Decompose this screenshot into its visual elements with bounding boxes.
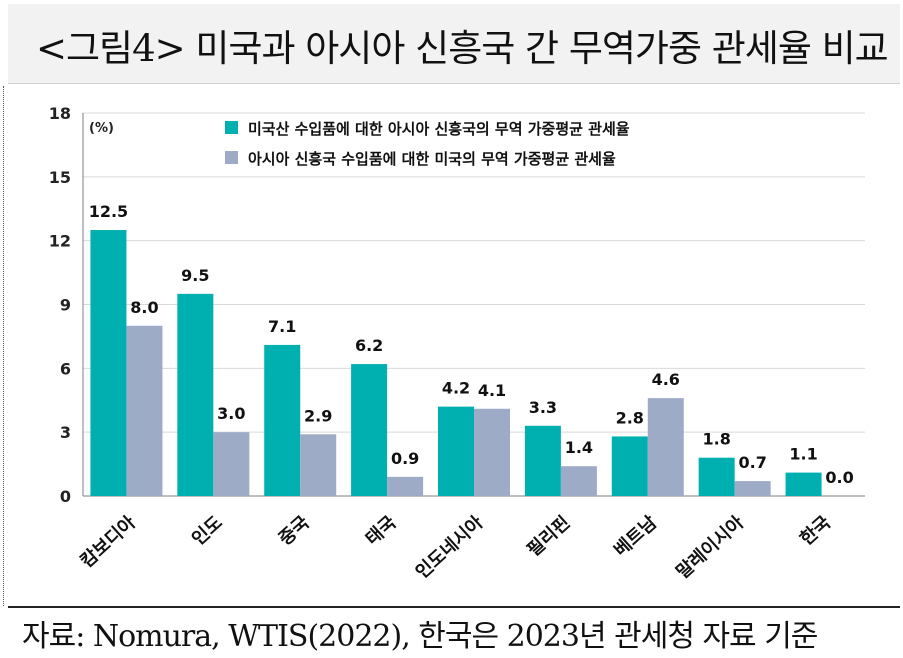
legend-swatch [225, 121, 238, 134]
x-category-label: 말레이시아 [672, 512, 748, 583]
data-label: 1.1 [789, 445, 817, 464]
bar-asia-goods-tariff [474, 408, 510, 496]
data-label: 3.3 [529, 398, 557, 417]
y-tick-label: 3 [60, 423, 71, 442]
bar-asia-goods-tariff [126, 325, 163, 496]
data-label: 4.6 [652, 370, 680, 389]
x-category-label: 인도 [188, 512, 227, 550]
source-note: 자료: Nomura, WTIS(2022), 한국은 2023년 관세청 자료… [22, 619, 818, 654]
bar-us-goods-tariff [177, 293, 214, 496]
data-label: 3.0 [217, 404, 245, 423]
bar-us-goods-tariff [785, 472, 822, 496]
y-tick-label: 0 [60, 487, 71, 506]
data-label: 0.7 [738, 453, 766, 472]
x-category-label: 중국 [275, 512, 314, 550]
bar-us-goods-tariff [698, 457, 735, 496]
chart-title: <그림4> 미국과 아시아 신흥국 간 무역가중 관세율 비교 [36, 27, 889, 70]
y-tick-label: 6 [60, 359, 71, 378]
data-label: 2.9 [304, 406, 332, 425]
bar-chart: 0 3 6 9 12 15 18 (%) 12.5 8.0 캄보디아 9.5 3.0 인도 7.1 2.9 중국… [49, 104, 865, 583]
bar-us-goods-tariff [90, 230, 127, 496]
chart-area: 0 3 6 9 12 15 18 (%) 12.5 8.0 캄보디아 9.5 3.0 인도 7.1 2.9 중국… [0, 86, 903, 606]
data-label: 7.1 [268, 317, 296, 336]
y-tick-label: 9 [60, 296, 71, 315]
data-label: 2.8 [616, 408, 644, 427]
legend-label: 미국산 수입품에 대한 아시아 신흥국의 무역 가중평균 관세율 [248, 120, 630, 138]
bar-us-goods-tariff [264, 344, 301, 496]
x-category-label: 캄보디아 [77, 512, 141, 572]
bar-us-goods-tariff [611, 436, 648, 496]
data-label: 0.0 [825, 468, 853, 487]
source-divider [8, 606, 900, 608]
unit-label: (%) [89, 121, 114, 136]
data-label: 9.5 [181, 266, 209, 285]
left-dotted-border [3, 86, 4, 606]
bar-asia-goods-tariff [734, 481, 771, 496]
bar-asia-goods-tariff [213, 432, 250, 496]
data-label: 4.2 [442, 379, 470, 398]
bar-asia-goods-tariff [387, 476, 424, 496]
bar-us-goods-tariff [351, 364, 388, 496]
data-label: 8.0 [130, 298, 158, 317]
data-label: 4.1 [478, 381, 506, 400]
legend-swatch [225, 151, 238, 164]
x-category-label: 한국 [796, 512, 835, 550]
x-category-label: 태국 [362, 512, 401, 550]
y-tick-label: 18 [49, 104, 71, 123]
data-label: 0.9 [391, 449, 419, 468]
bar-asia-goods-tariff [647, 398, 684, 496]
legend-label: 아시아 신흥국 수입품에 대한 미국의 무역 가중평균 관세율 [248, 150, 616, 168]
y-tick-label: 15 [49, 168, 71, 187]
title-bar: <그림4> 미국과 아시아 신흥국 간 무역가중 관세율 비교 [8, 4, 900, 84]
data-label: 1.8 [702, 430, 730, 449]
data-label: 1.4 [565, 438, 593, 457]
bar-asia-goods-tariff [560, 466, 597, 496]
bar-us-goods-tariff [524, 425, 561, 496]
x-category-label: 베트남 [610, 512, 661, 561]
x-category-label: 인도네시아 [412, 512, 488, 583]
bar-asia-goods-tariff [300, 434, 337, 496]
data-label: 6.2 [355, 336, 383, 355]
data-label: 12.5 [89, 202, 128, 221]
x-category-label: 필리핀 [523, 512, 574, 561]
bar-us-goods-tariff [438, 406, 474, 496]
y-tick-label: 12 [49, 232, 71, 251]
